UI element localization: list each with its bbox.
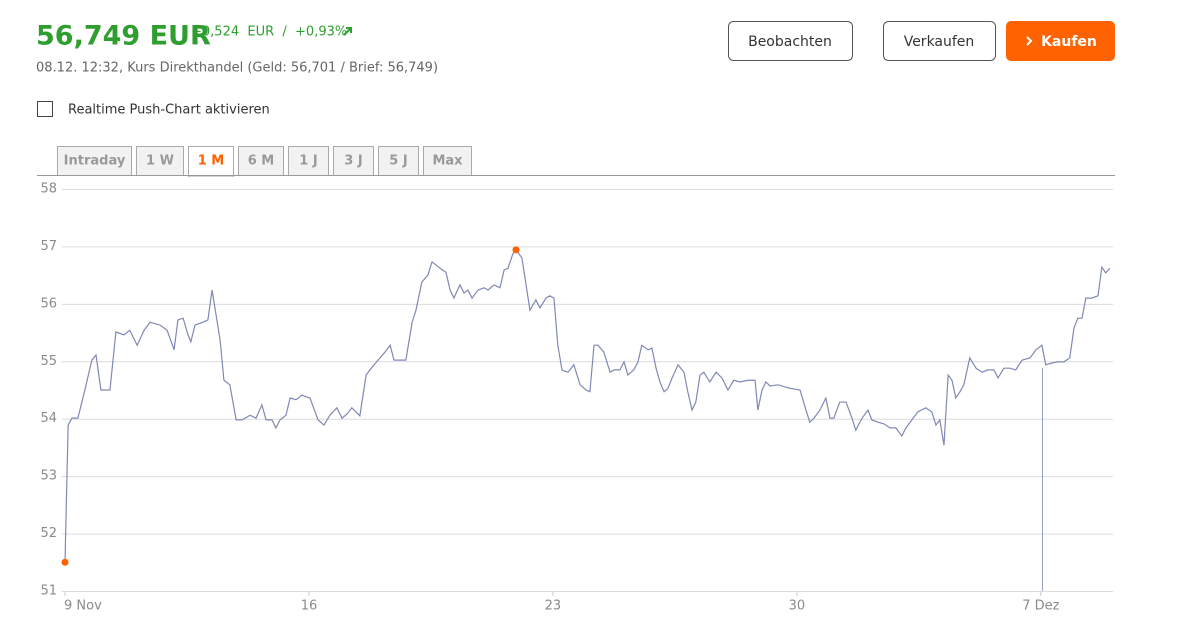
tab-frame [423, 146, 472, 176]
x-tick-label: 9 Nov [64, 599, 102, 614]
x-tick-label: 23 [545, 599, 562, 614]
tab-label: 6 M [248, 154, 275, 169]
tab[interactable]: 1 M [188, 146, 234, 177]
y-tick-label: 57 [40, 239, 57, 254]
chevron [1026, 36, 1033, 46]
x-tick-label: 30 [789, 599, 806, 614]
watch-button[interactable]: Beobachten [728, 21, 853, 61]
y-tick-label: 58 [40, 182, 57, 197]
button-frame [1006, 21, 1115, 61]
extreme-marker [512, 246, 520, 254]
tab-label: 5 J [389, 154, 407, 169]
y-tick-label: 54 [40, 411, 57, 426]
sell-button[interactable]: Verkaufen [883, 21, 996, 61]
chart: 51 52 53 54 55 56 57 58 9 Nov 16 23 30 7 Dez [40, 182, 1113, 614]
tab-frame [333, 146, 374, 176]
tab-label: 3 J [344, 154, 362, 169]
tab[interactable]: 5 J [378, 146, 419, 176]
tab-frame [57, 146, 132, 176]
button-label: Beobachten [748, 34, 832, 50]
x-tick-label: 16 [301, 599, 318, 614]
buy-button[interactable]: Kaufen [1006, 21, 1115, 61]
y-tick-label: 51 [40, 584, 57, 599]
up-arrow [343, 27, 352, 36]
tab-label: 1 J [299, 154, 317, 169]
button-frame [728, 21, 853, 61]
x-tick-label: 7 Dez [1022, 599, 1059, 614]
tab[interactable]: 3 J [333, 146, 374, 176]
button-label: Verkaufen [904, 34, 975, 50]
tab-label: 1 M [198, 154, 225, 169]
tab[interactable]: 1 W [136, 146, 184, 176]
push-checkbox[interactable]: Realtime Push-Chart aktivieren [37, 101, 270, 118]
tab[interactable]: 6 M [238, 146, 284, 176]
extreme-marker [61, 558, 69, 566]
tab-frame [378, 146, 419, 176]
tab-frame [188, 146, 234, 177]
y-tick-label: 53 [40, 469, 57, 484]
checkbox-label: Realtime Push-Chart aktivieren [68, 103, 270, 118]
tab-bar: Intraday 1 W 1 M 6 M 1 J 3 J 5 J Max [57, 146, 472, 177]
y-tick-label: 56 [40, 296, 57, 311]
y-tick-label: 52 [40, 526, 57, 541]
button-label: Kaufen [1041, 34, 1097, 50]
checkbox-box [37, 101, 53, 117]
tab-frame [136, 146, 184, 176]
price: 56,749 EUR [36, 21, 211, 52]
button-frame [883, 21, 996, 61]
tab[interactable]: Intraday [57, 146, 132, 176]
tab-label: Intraday [64, 154, 126, 169]
tab[interactable]: 1 J [288, 146, 329, 176]
price-line [64, 248, 1111, 563]
y-tick-label: 55 [40, 354, 57, 369]
tab[interactable]: Max [423, 146, 472, 176]
tab-label: Max [432, 154, 463, 169]
tab-label: 1 W [146, 154, 174, 169]
tab-frame [288, 146, 329, 176]
price-change: +0,524 EUR / +0,93% [191, 25, 347, 40]
quote-info: 08.12. 12:32, Kurs Direkthandel (Geld: 5… [36, 61, 438, 76]
